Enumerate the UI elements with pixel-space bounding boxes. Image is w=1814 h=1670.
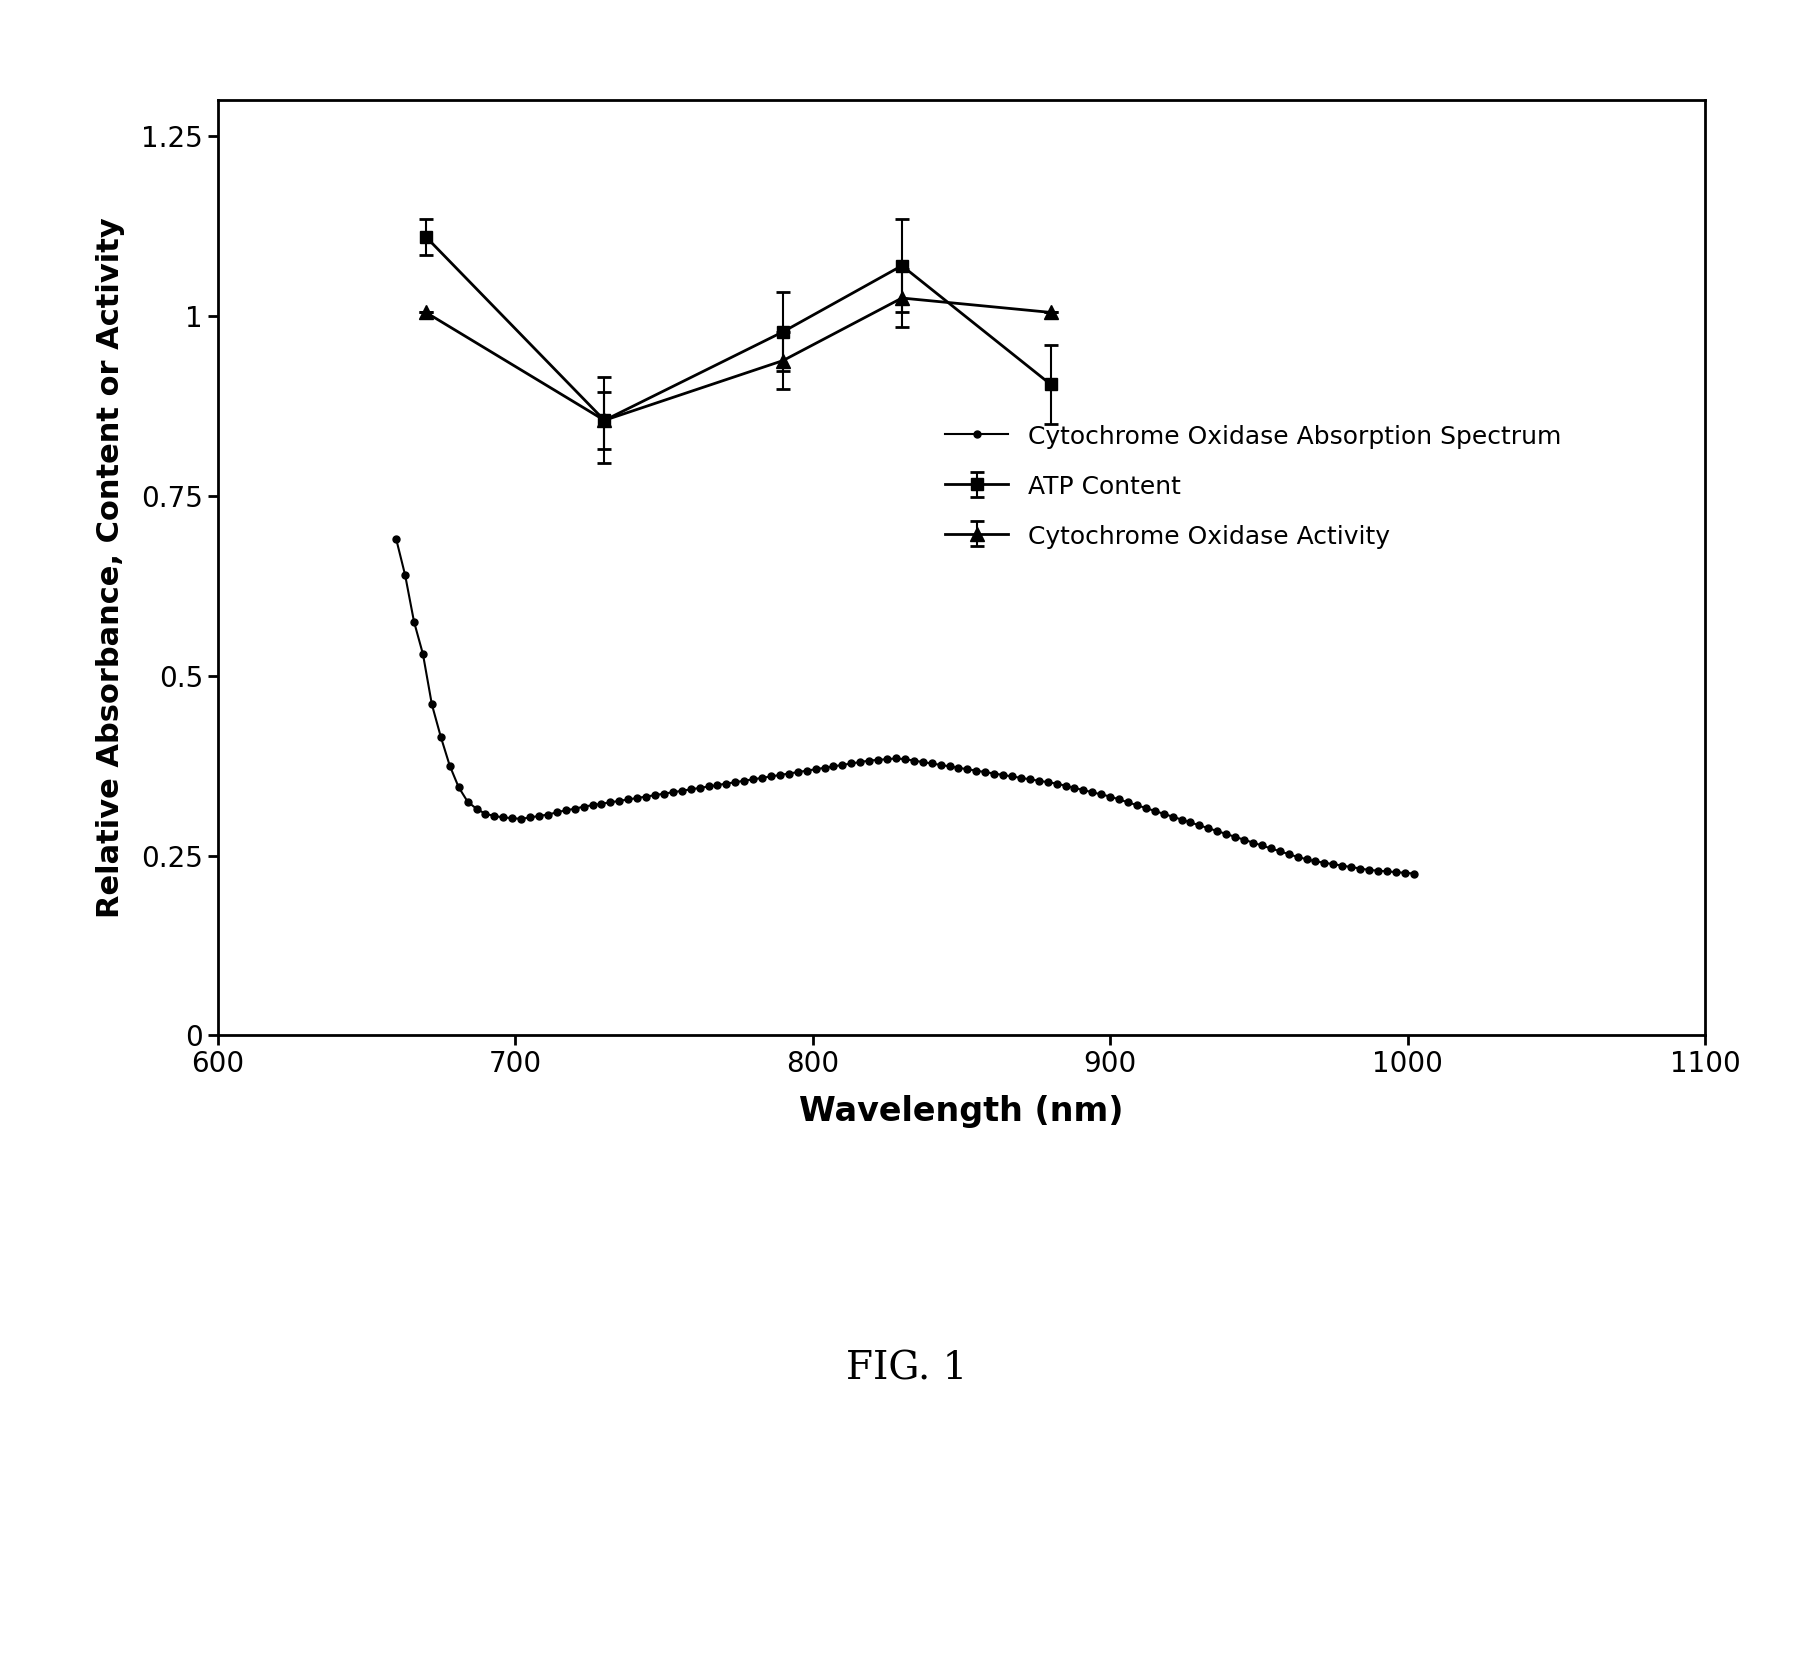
Y-axis label: Relative Absorbance, Content or Activity: Relative Absorbance, Content or Activity	[96, 217, 125, 919]
Cytochrome Oxidase Absorption Spectrum	[769, 765, 791, 785]
Cytochrome Oxidase Absorption Spectrum	[715, 773, 736, 793]
Cytochrome Oxidase Absorption Spectrum	[519, 807, 541, 827]
Cytochrome Oxidase Absorption Spectrum	[617, 790, 639, 810]
Legend: Cytochrome Oxidase Absorption Spectrum, ATP Content, Cytochrome Oxidase Activity: Cytochrome Oxidase Absorption Spectrum, …	[932, 412, 1575, 561]
Line: Cytochrome Oxidase Absorption Spectrum: Cytochrome Oxidase Absorption Spectrum	[392, 536, 1417, 877]
Text: FIG. 1: FIG. 1	[847, 1351, 967, 1388]
Cytochrome Oxidase Absorption Spectrum	[1402, 863, 1424, 883]
Cytochrome Oxidase Absorption Spectrum	[1001, 767, 1023, 787]
X-axis label: Wavelength (nm): Wavelength (nm)	[800, 1094, 1123, 1127]
Cytochrome Oxidase Absorption Spectrum	[1277, 843, 1299, 863]
Cytochrome Oxidase Absorption Spectrum	[385, 529, 406, 549]
